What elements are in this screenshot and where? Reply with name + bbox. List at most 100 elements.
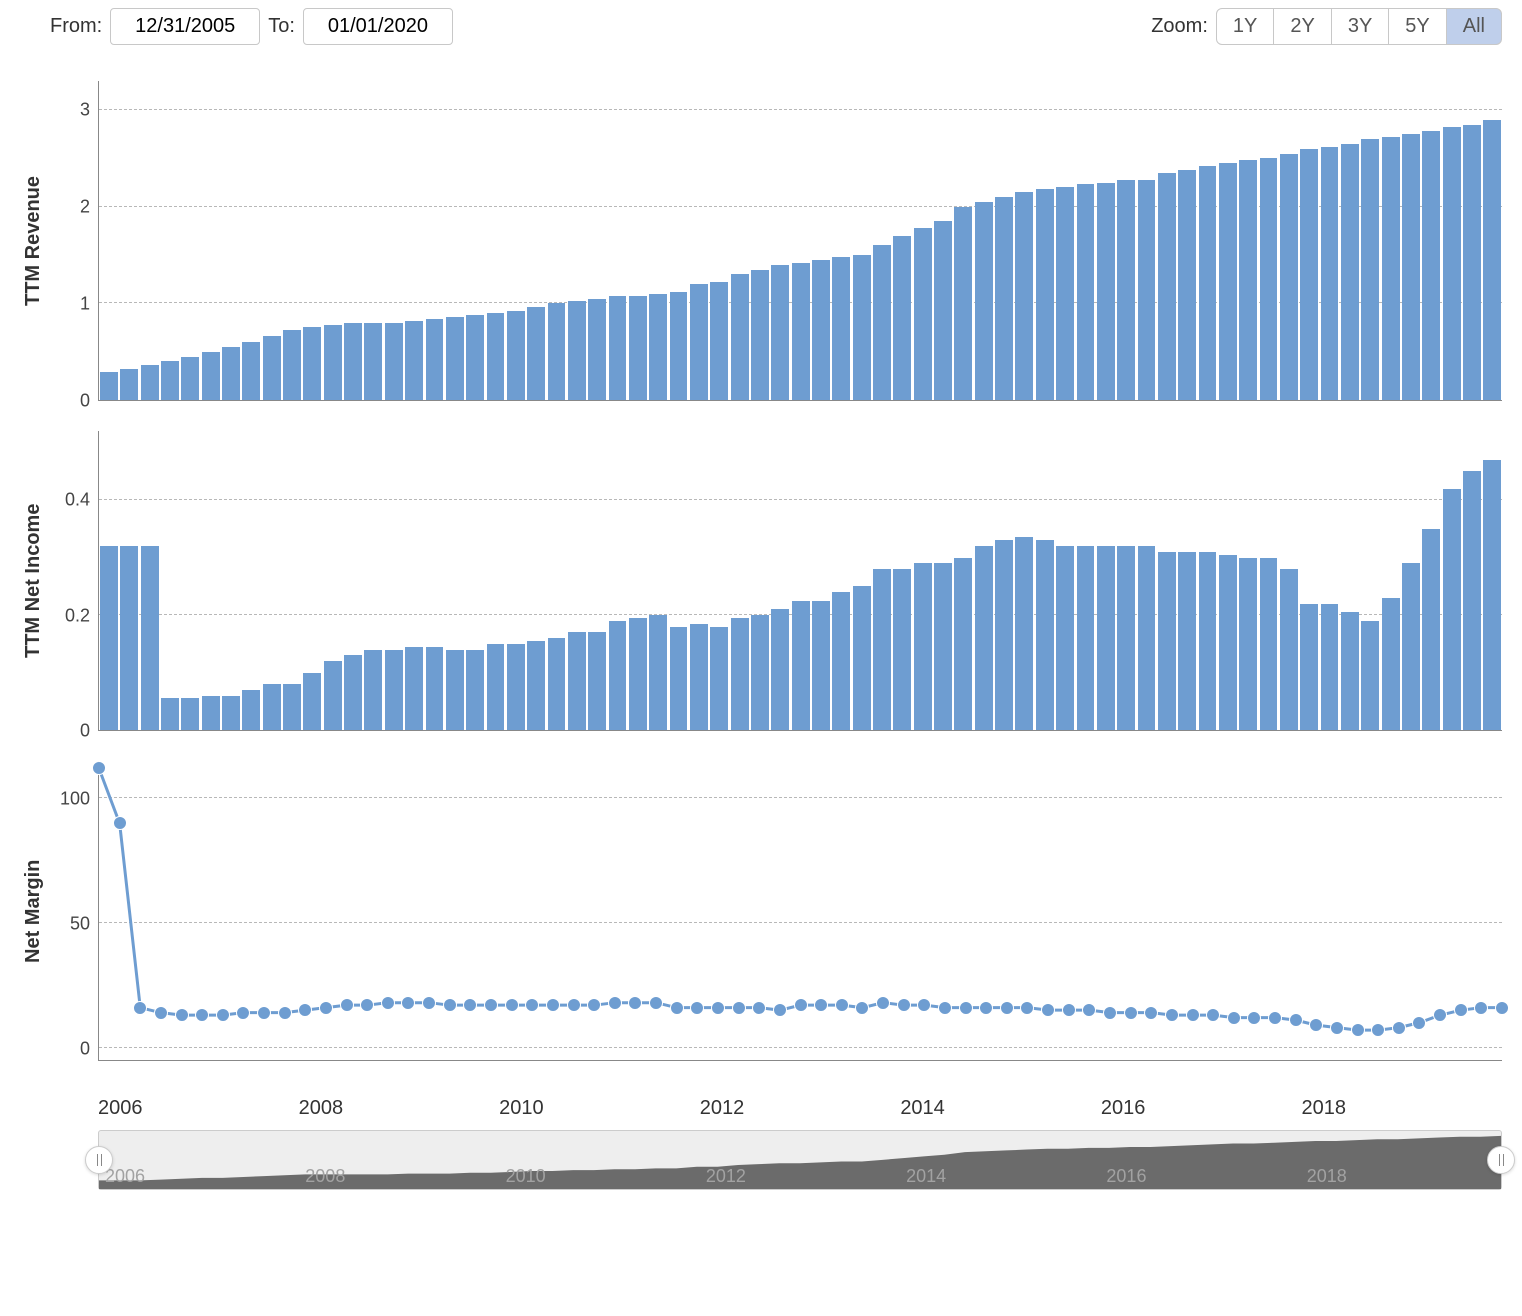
bar[interactable] (1097, 546, 1115, 730)
line-marker[interactable] (422, 996, 436, 1010)
bar[interactable] (324, 661, 342, 730)
bar[interactable] (1036, 540, 1054, 730)
bar[interactable] (853, 255, 871, 400)
bar[interactable] (1382, 137, 1400, 400)
bar[interactable] (1239, 558, 1257, 731)
bar[interactable] (487, 313, 505, 400)
bar[interactable] (466, 315, 484, 400)
bar[interactable] (914, 563, 932, 730)
bar[interactable] (181, 698, 199, 730)
bar[interactable] (873, 569, 891, 730)
bar[interactable] (1361, 139, 1379, 400)
bar[interactable] (568, 301, 586, 400)
line-marker[interactable] (236, 1006, 250, 1020)
bar[interactable] (1260, 158, 1278, 400)
bar[interactable] (527, 307, 545, 400)
bar[interactable] (548, 303, 566, 400)
bar[interactable] (1300, 149, 1318, 400)
bar[interactable] (446, 317, 464, 400)
line-marker[interactable] (319, 1001, 333, 1015)
bar[interactable] (893, 569, 911, 730)
line-marker[interactable] (1103, 1006, 1117, 1020)
bar[interactable] (995, 540, 1013, 730)
bar[interactable] (1219, 555, 1237, 730)
bar[interactable] (426, 319, 444, 400)
bar[interactable] (344, 323, 362, 400)
bar[interactable] (1422, 131, 1440, 400)
bar[interactable] (202, 352, 220, 400)
plot-area[interactable] (98, 81, 1502, 401)
line-marker[interactable] (133, 1001, 147, 1015)
bar[interactable] (1280, 569, 1298, 730)
bar[interactable] (771, 609, 789, 730)
bar[interactable] (812, 260, 830, 400)
line-marker[interactable] (1227, 1011, 1241, 1025)
line-marker[interactable] (959, 1001, 973, 1015)
bar[interactable] (690, 284, 708, 400)
bar[interactable] (161, 698, 179, 730)
bar[interactable] (914, 228, 932, 400)
line-marker[interactable] (938, 1001, 952, 1015)
bar[interactable] (1463, 125, 1481, 401)
line-marker[interactable] (340, 998, 354, 1012)
bar[interactable] (1300, 604, 1318, 731)
bar[interactable] (364, 323, 382, 400)
line-marker[interactable] (876, 996, 890, 1010)
line-marker[interactable] (1124, 1006, 1138, 1020)
line-marker[interactable] (794, 998, 808, 1012)
bar[interactable] (1239, 160, 1257, 400)
line-marker[interactable] (732, 1001, 746, 1015)
bar[interactable] (1056, 546, 1074, 730)
line-marker[interactable] (381, 996, 395, 1010)
bar[interactable] (832, 257, 850, 400)
bar[interactable] (1321, 604, 1339, 731)
zoom-btn-1y[interactable]: 1Y (1216, 8, 1274, 45)
bar[interactable] (1321, 147, 1339, 400)
line-marker[interactable] (1268, 1011, 1282, 1025)
line-marker[interactable] (1000, 1001, 1014, 1015)
line-marker[interactable] (175, 1008, 189, 1022)
bar[interactable] (792, 601, 810, 730)
bar[interactable] (751, 615, 769, 730)
bar[interactable] (405, 647, 423, 730)
bar[interactable] (731, 618, 749, 730)
bar[interactable] (487, 644, 505, 730)
line-marker[interactable] (1351, 1023, 1365, 1037)
bar[interactable] (1158, 173, 1176, 400)
line-marker[interactable] (1144, 1006, 1158, 1020)
bar[interactable] (771, 265, 789, 400)
bar[interactable] (1077, 184, 1095, 400)
bar[interactable] (222, 347, 240, 400)
bar[interactable] (1056, 187, 1074, 400)
bar[interactable] (263, 336, 281, 400)
bar[interactable] (629, 618, 647, 730)
bar[interactable] (1219, 163, 1237, 400)
bar[interactable] (934, 563, 952, 730)
bar[interactable] (263, 684, 281, 730)
line-marker[interactable] (278, 1006, 292, 1020)
bar[interactable] (1015, 537, 1033, 730)
plot-area[interactable] (98, 761, 1502, 1061)
bar[interactable] (1443, 127, 1461, 400)
bar[interactable] (181, 357, 199, 401)
bar[interactable] (141, 546, 159, 730)
bar[interactable] (283, 684, 301, 730)
line-marker[interactable] (855, 1001, 869, 1015)
bar[interactable] (731, 274, 749, 400)
line-marker[interactable] (154, 1006, 168, 1020)
line-marker[interactable] (505, 998, 519, 1012)
bar[interactable] (1178, 170, 1196, 400)
bar[interactable] (873, 245, 891, 400)
bar[interactable] (954, 207, 972, 400)
bar[interactable] (1199, 552, 1217, 730)
bar[interactable] (405, 321, 423, 400)
line-marker[interactable] (257, 1006, 271, 1020)
bar[interactable] (1463, 471, 1481, 730)
bar[interactable] (751, 270, 769, 401)
bar[interactable] (710, 282, 728, 400)
line-marker[interactable] (1495, 1001, 1509, 1015)
bar[interactable] (283, 330, 301, 400)
line-marker[interactable] (773, 1003, 787, 1017)
bar[interactable] (1178, 552, 1196, 730)
bar[interactable] (222, 696, 240, 731)
